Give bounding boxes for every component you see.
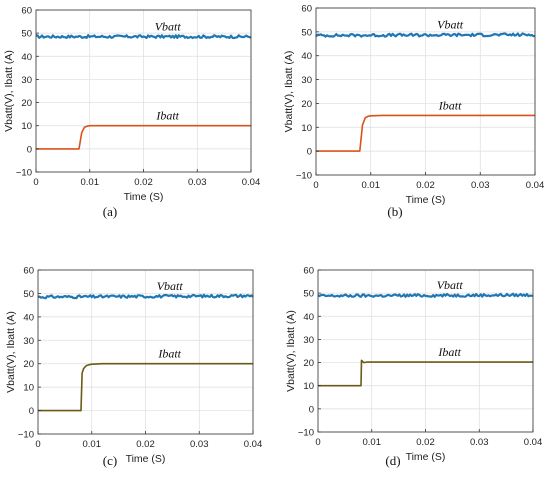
x-axis-label: Time (S) [126,453,166,465]
y-tick-label: −10 [18,430,34,441]
y-tick-label: −10 [296,171,312,182]
series-line-vbatt [35,34,252,40]
y-tick-label: −10 [16,168,32,179]
x-tick-label: 0 [313,180,318,191]
panel-caption: (c) [102,453,118,468]
x-tick-label: 0.04 [244,439,263,450]
y-axis-label: Vbatt(V), Ibatt (A) [285,310,297,392]
y-tick-label: 60 [301,4,312,15]
x-tick-label: 0.03 [471,180,490,191]
x-tick-label: 0.02 [136,439,155,450]
x-tick-label: 0.03 [470,437,489,448]
y-tick-label: 20 [21,98,32,109]
y-tick-label: −10 [298,428,314,439]
y-tick-label: 10 [21,121,32,132]
x-tick-label: 0.03 [188,177,207,188]
y-axis-label: Vbatt(V), Ibatt (A) [5,311,17,393]
y-tick-label: 60 [23,266,34,277]
x-tick-label: 0.01 [362,180,381,191]
y-tick-label: 20 [301,99,312,110]
y-tick-label: 0 [29,406,34,417]
x-axis-label: Time (S) [406,451,446,463]
y-tick-label: 50 [21,29,32,40]
x-tick-label: 0.04 [526,180,545,191]
x-tick-label: 0.02 [134,177,153,188]
panel-caption: (d) [385,453,401,468]
x-tick-label: 0.01 [363,437,382,448]
y-tick-label: 20 [23,359,34,370]
x-tick-label: 0 [35,439,40,450]
y-tick-label: 0 [307,147,312,158]
y-tick-label: 50 [301,27,312,38]
x-axis-label: Time (S) [124,191,164,203]
panel-caption: (a) [102,204,118,219]
series-line-vbatt [37,293,254,300]
series-label-ibatt: Ibatt [157,347,181,361]
y-axis-label: Vbatt(V), Ibatt (A) [283,51,295,133]
series-line-ibatt [38,362,253,412]
series-label-ibatt: Ibatt [437,345,461,359]
x-tick-label: 0.01 [83,439,102,450]
y-tick-label: 60 [21,6,32,17]
x-tick-label: 0 [33,177,38,188]
y-tick-label: 0 [27,144,32,155]
series-label-vbatt: Vbatt [155,20,182,34]
y-tick-label: 10 [23,383,34,394]
y-tick-label: 40 [301,51,312,62]
y-tick-label: 60 [303,266,314,277]
series-line-vbatt [315,32,536,38]
y-tick-label: 30 [301,75,312,86]
series-line-ibatt [36,124,251,150]
y-axis-label: Vbatt(V), Ibatt (A) [3,50,15,132]
series-label-vbatt: Vbatt [437,18,464,32]
y-tick-label: 10 [303,381,314,392]
y-tick-label: 30 [303,335,314,346]
y-tick-label: 20 [303,358,314,369]
x-tick-label: 0 [315,437,320,448]
y-tick-label: 30 [23,336,34,347]
y-tick-label: 30 [21,75,32,86]
x-tick-label: 0.02 [416,180,435,191]
x-axis-label: Time (S) [406,194,446,206]
x-tick-label: 0.04 [524,437,543,448]
y-tick-label: 40 [21,52,32,63]
x-tick-label: 0.02 [416,437,435,448]
series-label-vbatt: Vbatt [157,279,184,293]
x-tick-label: 0.01 [81,177,100,188]
panel-caption: (b) [387,204,403,219]
series-label-vbatt: Vbatt [437,278,464,292]
y-tick-label: 10 [301,123,312,134]
series-line-ibatt [316,114,535,152]
y-tick-label: 50 [23,289,34,300]
series-label-ibatt: Ibatt [155,109,179,123]
series-line-ibatt [318,359,533,387]
x-tick-label: 0.04 [242,177,261,188]
y-tick-label: 40 [303,312,314,323]
series-line-vbatt [317,292,534,298]
x-tick-label: 0.03 [190,439,209,450]
y-tick-label: 0 [309,404,314,415]
y-tick-label: 50 [303,289,314,300]
y-tick-label: 40 [23,312,34,323]
series-label-ibatt: Ibatt [438,98,462,112]
